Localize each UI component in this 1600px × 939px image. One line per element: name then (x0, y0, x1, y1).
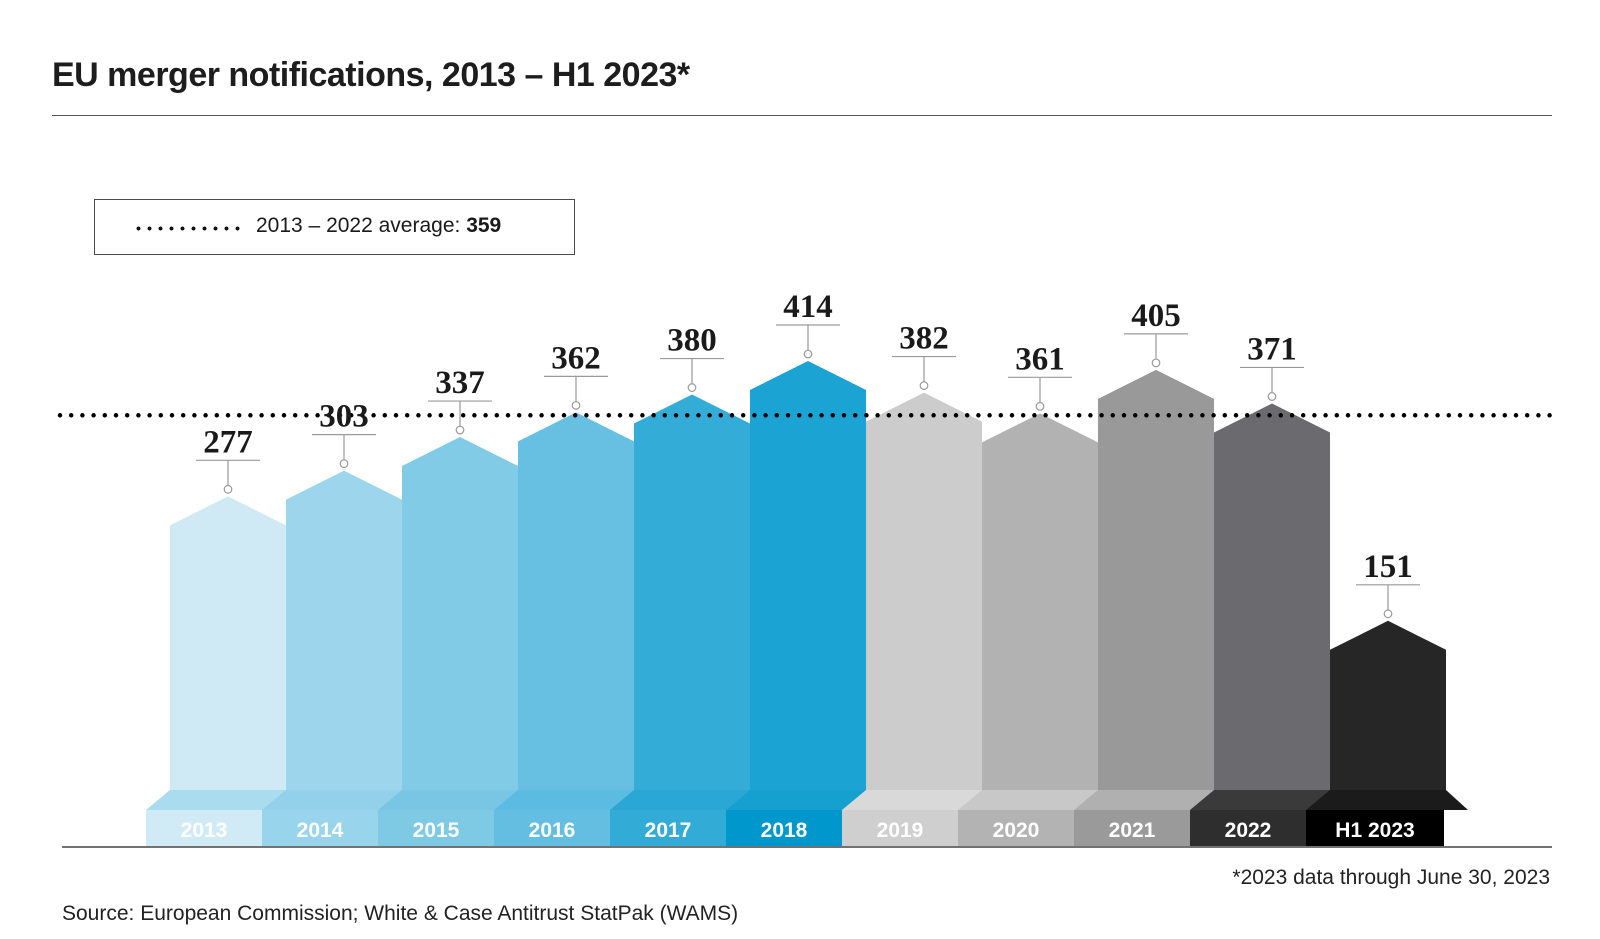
leader-marker-icon (339, 459, 349, 469)
bar-h1-2023 (1330, 620, 1446, 790)
bars-group (170, 360, 1446, 790)
bar-2016 (518, 412, 634, 790)
leader-marker-icon (223, 484, 233, 494)
leader-marker-icon (1267, 392, 1277, 401)
year-shelf-bevel (378, 790, 518, 810)
bar-2017 (634, 394, 750, 790)
value-label: 371 (1247, 331, 1297, 367)
leader-marker-icon (1383, 609, 1393, 619)
year-shelf-bevel (494, 790, 634, 810)
year-label: 2016 (529, 819, 576, 842)
year-label-block (726, 810, 842, 846)
legend-label: 2013 – 2022 average: 359 (256, 214, 501, 238)
year-shelf-bevel (726, 790, 866, 810)
leader-marker-icon (687, 383, 697, 392)
year-label-block (958, 810, 1074, 846)
bar-2019 (866, 392, 982, 790)
year-shelf-bevel (842, 790, 982, 810)
value-labels-group: 277 303 337 362 380 414 382 361 405 371 151 (203, 289, 1413, 585)
year-label: 2020 (993, 819, 1040, 842)
year-label: H1 2023 (1335, 819, 1414, 842)
year-shelf-bevel (262, 790, 402, 810)
legend-average-value: 359 (466, 214, 502, 237)
year-shelf-bevel (1306, 790, 1468, 810)
bar-2018 (750, 360, 866, 790)
chart-title: EU merger notifications, 2013 – H1 2023* (52, 56, 690, 94)
year-shelf-bevel (958, 790, 1098, 810)
leader-marker-icon (1151, 358, 1161, 368)
year-label-block (1074, 810, 1190, 846)
year-shelf-bevel (1190, 790, 1330, 810)
year-label-block (1190, 810, 1306, 846)
legend-label-text: 2013 – 2022 average: (256, 214, 467, 237)
value-label: 414 (783, 289, 833, 325)
year-label: 2014 (297, 819, 344, 842)
legend-dotted-line-icon (133, 226, 241, 231)
year-label-blocks-group: 2013 2014 2015 2016 2017 2018 2019 2020 2021 2022… (146, 790, 1468, 846)
footnote: *2023 data through June 30, 2023 (1232, 866, 1550, 889)
value-label: 382 (899, 321, 949, 357)
value-label: 151 (1363, 549, 1413, 585)
leader-marker-icon (571, 400, 581, 410)
value-label: 361 (1015, 341, 1065, 377)
year-label: 2013 (181, 819, 228, 842)
bar-2020 (982, 413, 1098, 790)
legend-box: 2013 – 2022 average: 359 (94, 199, 575, 255)
title-divider (52, 115, 1552, 116)
year-label-block (494, 810, 610, 846)
leader-marker-icon (919, 381, 929, 390)
year-label-block (842, 810, 958, 846)
value-label: 380 (667, 323, 717, 359)
leader-marker-icon (803, 349, 813, 359)
year-label-block (378, 810, 494, 846)
value-label: 337 (435, 365, 485, 401)
leader-marker-icon (1035, 401, 1045, 411)
year-label: 2022 (1225, 819, 1272, 842)
year-label: 2015 (413, 819, 460, 842)
year-label: 2017 (645, 819, 692, 842)
year-shelf-bevel (1074, 790, 1214, 810)
value-label: 405 (1131, 298, 1181, 334)
value-label: 362 (551, 340, 601, 376)
year-label-block (146, 810, 262, 846)
source-note: Source: European Commission; White & Cas… (62, 902, 739, 925)
year-label: 2019 (877, 819, 924, 842)
year-shelf-bevel (146, 790, 286, 810)
leader-lines-group (196, 324, 1420, 619)
value-label: 303 (319, 399, 369, 435)
year-label: 2018 (761, 819, 808, 842)
bar-2022 (1214, 403, 1330, 790)
bar-2021 (1098, 369, 1214, 790)
bar-2013 (170, 496, 286, 790)
leader-marker-icon (455, 425, 465, 435)
year-label-block (610, 810, 726, 846)
year-label-block (1306, 810, 1444, 846)
bar-2015 (402, 437, 518, 790)
value-label: 277 (203, 424, 253, 460)
year-label-block (262, 810, 378, 846)
year-label: 2021 (1109, 819, 1156, 842)
year-shelf-bevel (610, 790, 750, 810)
bar-2014 (286, 470, 402, 790)
